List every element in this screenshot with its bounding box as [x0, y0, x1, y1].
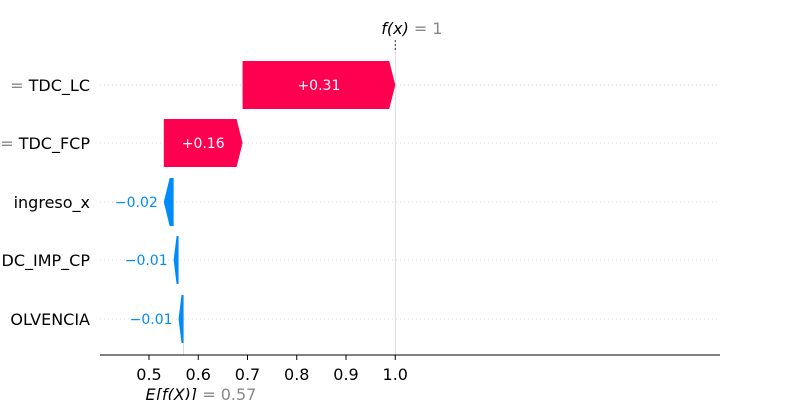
x-tick-label: 0.6 [186, 365, 211, 384]
contribution-bar-3 [163, 178, 174, 226]
feature-label: DC_IMP_CP [2, 251, 91, 271]
base-value-label: E[f(X)] = 0.57 [145, 385, 256, 400]
contribution-bar-5 [178, 295, 184, 343]
feature-label-equals: = [10, 76, 29, 95]
feature-label: OLVENCIA [10, 310, 90, 329]
base-value-prefix: E[f(X)] [145, 385, 202, 400]
feature-label: = TDC_FCP [0, 134, 90, 154]
output-value-label: f(x) = 1 [381, 19, 442, 38]
bar-value-label: −0.02 [115, 195, 158, 211]
feature-labels: = TDC_LC= TDC_FCPingreso_xDC_IMP_CPOLVEN… [0, 76, 90, 329]
x-axis: 0.5 0.6 0.7 0.8 0.9 1.0 [100, 354, 720, 384]
contribution-bar-1 [242, 61, 396, 109]
feature-label-equals: = [0, 134, 19, 153]
output-value-number: = 1 [414, 19, 443, 38]
contribution-bar-2 [163, 119, 243, 167]
bar-value-label: +0.16 [182, 136, 225, 152]
x-tick-label: 0.7 [235, 365, 260, 384]
bar-value-label: −0.01 [125, 253, 168, 269]
x-tick-label: 0.5 [136, 365, 161, 384]
x-tick-label: 0.9 [333, 365, 358, 384]
bar-value-label: +0.31 [297, 78, 340, 94]
base-value-number: = 0.57 [202, 385, 256, 400]
annotations: f(x) = 1 E[f(X)] = 0.57 [145, 19, 442, 400]
output-value-prefix: f(x) [381, 19, 414, 38]
row-gridlines [100, 84, 720, 320]
contribution-bar-4 [173, 236, 179, 284]
x-tick-label: 1.0 [383, 365, 408, 384]
bar-value-label: −0.01 [130, 312, 173, 328]
feature-label-name: TDC_FCP [18, 134, 91, 154]
feature-label-name: TDC_LC [28, 76, 90, 96]
contribution-bars: +0.31 +0.16 −0.02 −0.01 −0.01 [115, 61, 396, 343]
x-tick-label: 0.8 [284, 365, 309, 384]
feature-label: ingreso_x [14, 193, 90, 213]
feature-label: = TDC_LC [10, 76, 90, 96]
